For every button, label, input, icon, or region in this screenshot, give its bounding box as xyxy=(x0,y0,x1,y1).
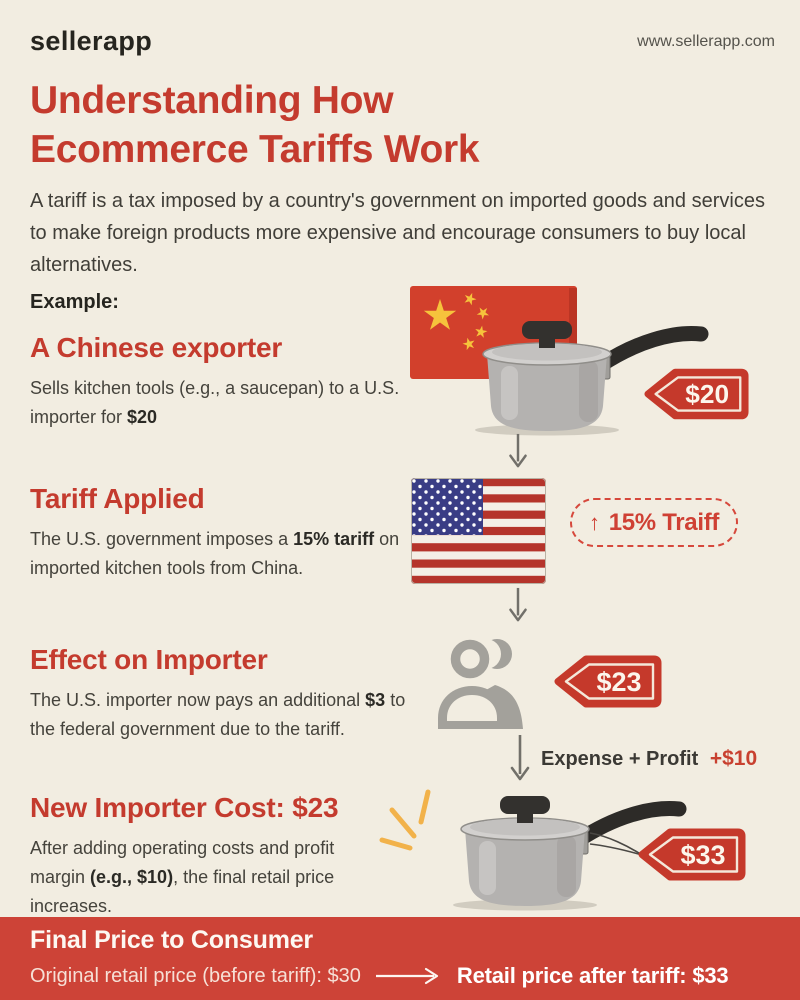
price-before-tariff: Original retail price (before tariff): $… xyxy=(30,964,361,987)
expense-profit-amount: +$10 xyxy=(709,747,758,770)
tag-string-lines xyxy=(589,832,643,856)
up-arrow-icon: ↑ xyxy=(589,509,600,535)
section-new-importer-cost: New Importer Cost: $23 After adding oper… xyxy=(30,792,392,921)
tag-value: $23 xyxy=(596,667,641,697)
section-chinese-exporter: A Chinese exporter Sells kitchen tools (… xyxy=(30,332,465,432)
down-arrow-icon xyxy=(510,735,530,781)
tag-value: $20 xyxy=(685,379,729,409)
section-body: Sells kitchen tools (e.g., a saucepan) t… xyxy=(30,378,400,427)
website-url: www.sellerapp.com xyxy=(637,33,775,50)
sparkle-lines-icon xyxy=(379,789,431,851)
section-body: The U.S. government imposes a 15% tariff… xyxy=(30,529,400,578)
banner-price-line: Original retail price (before tariff): $… xyxy=(30,963,729,989)
price-after-tariff: Retail price after tariff: $33 xyxy=(456,963,729,988)
page-title-line2: Ecommerce Tariffs Work xyxy=(30,128,480,171)
tag-value: $33 xyxy=(680,840,725,870)
saucepan-icon xyxy=(453,796,687,911)
usa-flag-icon xyxy=(411,478,546,584)
down-arrow-icon xyxy=(509,587,527,622)
price-tag-20: $20 xyxy=(644,368,749,420)
saucepan-icon xyxy=(475,321,709,436)
example-label: Example: xyxy=(30,291,119,313)
intro-paragraph: A tariff is a tax imposed by a country's… xyxy=(30,190,765,276)
tariff-badge: ↑ 15% Traiff xyxy=(570,498,739,547)
price-tag-23: $23 xyxy=(554,655,662,708)
long-right-arrow-icon xyxy=(375,967,438,985)
expense-profit-note: Expense + Profit +$10 xyxy=(541,747,757,771)
importer-people-icon xyxy=(438,639,523,729)
tariff-badge-label: 15% Traiff xyxy=(608,508,720,536)
section-tariff-applied: Tariff Applied The U.S. government impos… xyxy=(30,483,415,583)
section-effect-on-importer: Effect on Importer The U.S. importer now… xyxy=(30,644,410,744)
page-title: Understanding How Ecommerce Tariffs Work xyxy=(30,76,480,174)
section-heading: A Chinese exporter xyxy=(30,332,283,363)
down-arrow-icon xyxy=(509,433,527,468)
final-price-banner: Final Price to Consumer Original retail … xyxy=(0,917,800,1000)
page-title-line1: Understanding How xyxy=(30,79,394,122)
price-tag-33: $33 xyxy=(638,828,746,881)
expense-profit-label: Expense + Profit xyxy=(541,748,699,770)
banner-heading: Final Price to Consumer xyxy=(30,926,313,954)
sellerapp-logo: sellerapp xyxy=(30,26,153,56)
section-heading: Tariff Applied xyxy=(30,483,205,514)
section-heading: Effect on Importer xyxy=(30,644,268,675)
section-body: The U.S. importer now pays an additional… xyxy=(30,690,406,739)
section-heading: New Importer Cost: $23 xyxy=(30,792,339,823)
section-body: After adding operating costs and profit … xyxy=(30,838,335,916)
